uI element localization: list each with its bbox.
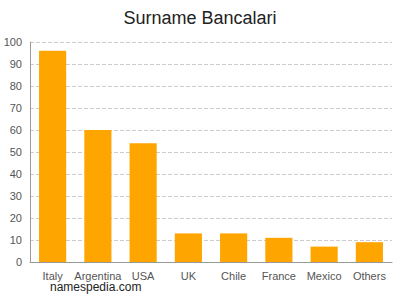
svg-text:Italy: Italy xyxy=(42,269,63,282)
svg-text:80: 80 xyxy=(10,80,22,92)
svg-text:70: 70 xyxy=(10,102,22,114)
svg-text:Argentina: Argentina xyxy=(74,269,122,282)
svg-text:namespedia.com: namespedia.com xyxy=(50,280,141,294)
svg-text:France: France xyxy=(262,270,296,282)
svg-text:0: 0 xyxy=(16,256,22,268)
svg-text:Surname Bancalari: Surname Bancalari xyxy=(123,8,276,28)
svg-text:20: 20 xyxy=(10,212,22,224)
svg-text:Mexico: Mexico xyxy=(307,270,342,282)
svg-text:10: 10 xyxy=(10,234,22,246)
svg-text:90: 90 xyxy=(10,58,22,70)
svg-text:30: 30 xyxy=(10,190,22,202)
svg-text:60: 60 xyxy=(10,124,22,136)
svg-text:Others: Others xyxy=(353,270,387,282)
svg-text:40: 40 xyxy=(10,168,22,180)
svg-text:50: 50 xyxy=(10,146,22,158)
svg-text:USA: USA xyxy=(131,269,155,282)
svg-text:UK: UK xyxy=(181,270,197,282)
svg-text:Chile: Chile xyxy=(221,270,246,282)
svg-text:100: 100 xyxy=(4,36,22,48)
